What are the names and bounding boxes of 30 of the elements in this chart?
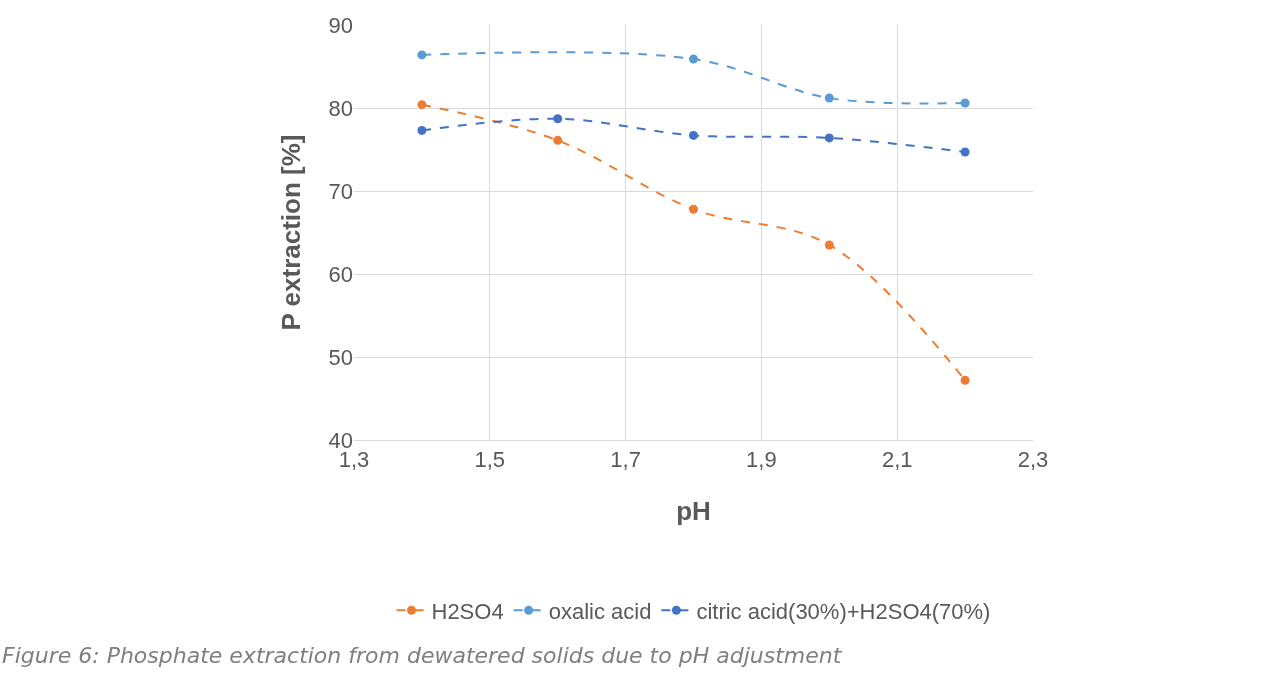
point (417, 50, 427, 60)
y-tick-label: 70 (328, 178, 353, 204)
y-axis-title: P extraction [%] (275, 134, 306, 331)
x-tick-label: 2,1 (881, 447, 913, 473)
x-axis-title: pH (676, 496, 711, 527)
point (553, 114, 563, 124)
point (960, 147, 970, 157)
y-tick-label: 80 (328, 95, 353, 121)
caption: Figure 6: Phosphate extraction from dewatered solids due to pH adjustment (2, 643, 843, 668)
point (689, 204, 698, 214)
legend-label: H2SO4 (431, 598, 504, 624)
x-tick-label: 1,5 (474, 447, 506, 473)
x-tick-label: 1,7 (610, 447, 641, 473)
y-tick-label: 60 (328, 261, 353, 287)
point (417, 100, 427, 110)
legend-label: citric acid(30%)+H2SO4(70%) (696, 598, 991, 624)
x-tick-label: 1,9 (746, 447, 777, 473)
point (824, 133, 834, 143)
point (960, 98, 970, 108)
point (689, 54, 698, 64)
point (553, 135, 563, 145)
point (417, 125, 427, 135)
point (960, 375, 970, 385)
point (824, 240, 834, 250)
y-tick-label: 50 (328, 344, 353, 370)
x-tick-label: 2,3 (1017, 447, 1049, 473)
y-tick-label: 90 (328, 12, 353, 38)
point (824, 93, 834, 103)
point (689, 130, 698, 140)
legend-label: oxalic acid (548, 598, 652, 624)
